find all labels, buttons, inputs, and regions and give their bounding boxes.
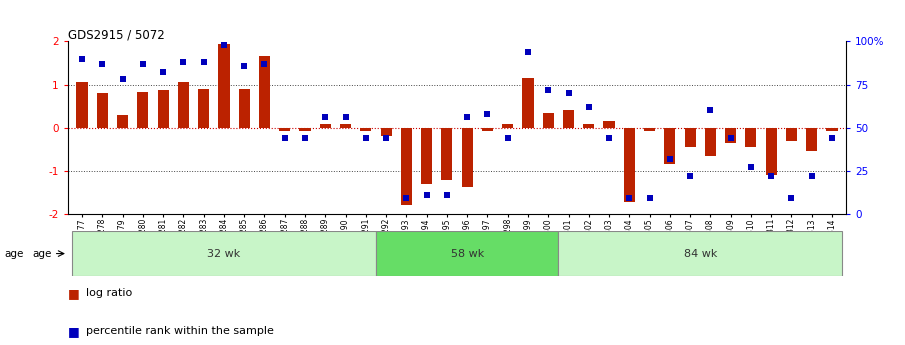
Point <box>379 135 394 141</box>
Bar <box>401 128 412 205</box>
Point <box>744 165 758 170</box>
Bar <box>604 121 614 128</box>
Point <box>460 115 474 120</box>
Bar <box>786 128 797 141</box>
Bar <box>462 128 472 187</box>
Bar <box>77 82 88 128</box>
Point <box>75 56 90 61</box>
Point <box>500 135 515 141</box>
Bar <box>421 128 433 184</box>
Point <box>216 42 231 48</box>
Point <box>683 173 698 179</box>
Bar <box>239 89 250 128</box>
Bar <box>624 128 635 202</box>
Bar <box>198 89 209 128</box>
Point <box>440 192 454 198</box>
Text: 84 wk: 84 wk <box>683 249 717 258</box>
Bar <box>502 124 513 128</box>
Point <box>358 135 373 141</box>
Text: 32 wk: 32 wk <box>207 249 241 258</box>
Point <box>622 196 636 201</box>
Bar <box>766 128 776 175</box>
Point <box>541 87 556 92</box>
Bar <box>380 128 392 136</box>
Point <box>176 59 191 65</box>
Point <box>520 49 535 55</box>
Bar <box>442 128 452 180</box>
Text: age: age <box>33 249 52 258</box>
Text: log ratio: log ratio <box>86 288 132 298</box>
Point <box>136 61 150 67</box>
Bar <box>300 128 310 131</box>
Point <box>662 156 677 161</box>
Bar <box>138 92 148 128</box>
Point <box>723 135 738 141</box>
Point <box>399 196 414 201</box>
Bar <box>705 128 716 156</box>
Text: ■: ■ <box>68 325 80 338</box>
Bar <box>71 231 376 276</box>
Bar <box>97 93 108 128</box>
Text: ■: ■ <box>68 287 80 300</box>
Point <box>298 135 312 141</box>
Point <box>318 115 332 120</box>
Text: 58 wk: 58 wk <box>451 249 484 258</box>
Bar <box>806 128 817 151</box>
Bar <box>218 43 230 128</box>
Bar <box>563 110 574 128</box>
Point <box>338 115 353 120</box>
Bar <box>684 128 696 147</box>
Bar <box>481 128 493 131</box>
Point <box>561 90 576 96</box>
Bar <box>340 124 351 128</box>
Bar <box>360 128 371 131</box>
Text: percentile rank within the sample: percentile rank within the sample <box>86 326 274 336</box>
Bar <box>117 115 129 128</box>
Bar <box>279 128 291 131</box>
Point <box>824 135 839 141</box>
Point <box>481 111 495 117</box>
Point <box>582 104 596 110</box>
Text: GDS2915 / 5072: GDS2915 / 5072 <box>68 28 165 41</box>
Bar <box>664 128 675 164</box>
Point <box>643 196 657 201</box>
Bar <box>583 124 595 128</box>
Point <box>785 196 799 201</box>
Point <box>703 108 718 113</box>
Point <box>257 61 272 67</box>
Bar <box>644 128 655 131</box>
Bar <box>725 128 737 143</box>
Bar <box>319 124 331 128</box>
Bar <box>259 57 270 128</box>
Bar <box>746 128 757 147</box>
Point <box>764 173 778 179</box>
Text: age: age <box>5 249 24 258</box>
Bar <box>558 231 843 276</box>
Bar <box>177 82 189 128</box>
Point <box>95 61 110 67</box>
Bar <box>376 231 558 276</box>
Point <box>602 135 616 141</box>
Bar <box>826 128 837 131</box>
Bar <box>522 78 534 128</box>
Point <box>805 173 819 179</box>
Point <box>156 70 170 75</box>
Point <box>278 135 292 141</box>
Point <box>237 63 252 68</box>
Point <box>419 192 433 198</box>
Bar <box>157 90 168 128</box>
Point <box>196 59 211 65</box>
Point <box>115 77 129 82</box>
Bar <box>543 112 554 128</box>
